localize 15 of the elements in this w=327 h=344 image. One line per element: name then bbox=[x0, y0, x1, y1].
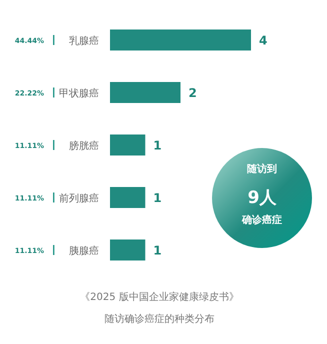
data-label: 4 bbox=[259, 34, 268, 48]
text: 随访确诊癌症的种类分布 bbox=[104, 313, 214, 325]
data-label: 1 bbox=[153, 191, 162, 205]
y-tick-label: 甲状腺癌 bbox=[59, 88, 99, 100]
y-tick-label: 胰腺癌 bbox=[69, 245, 99, 257]
data-label: 2 bbox=[188, 86, 197, 100]
annotation: 确诊癌症 bbox=[241, 214, 282, 226]
data-label: 1 bbox=[153, 138, 162, 152]
data-label: 1 bbox=[153, 244, 162, 258]
text: 《2025 版中国企业家健康绿皮书》 bbox=[80, 291, 239, 303]
y-tick-label: 前列腺癌 bbox=[59, 192, 99, 204]
y-tick-label: 膀胱癌 bbox=[69, 140, 99, 152]
y-tick-label: 乳腺癌 bbox=[69, 35, 99, 47]
annotation: 9人 bbox=[248, 188, 278, 208]
annotation: 随访到 bbox=[247, 163, 277, 175]
